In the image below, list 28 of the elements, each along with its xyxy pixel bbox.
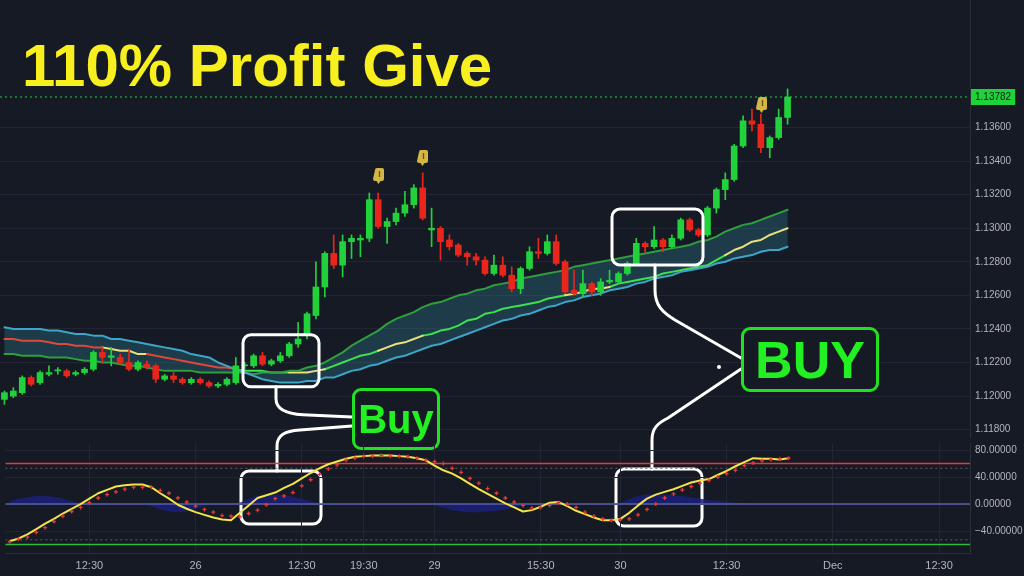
y-tick-label: 1.13000: [975, 221, 1012, 233]
y-tick-label: 1.13200: [975, 188, 1012, 200]
y-tick-label: 1.13400: [975, 154, 1012, 166]
y-tick-label: 1.12800: [975, 255, 1012, 267]
x-tick-label: 19:30: [349, 558, 378, 571]
x-tick-label: 12:30: [712, 558, 741, 571]
x-tick-label: 26: [189, 558, 202, 571]
x-tick-label: 12:30: [288, 558, 316, 571]
y-tick-label: 1.13600: [975, 121, 1012, 133]
y-tick-label: 80.00000: [975, 443, 1018, 455]
x-tick-label: 12:30: [925, 558, 953, 571]
ref-line-label: 1.13782: [975, 91, 1012, 103]
y-tick-label: 1.11800: [975, 423, 1011, 435]
x-tick-label: Dec: [823, 558, 844, 571]
y-tick-label: 1.12600: [975, 289, 1012, 301]
x-tick-label: 29: [428, 558, 441, 571]
y-tick-label: −40.00000: [975, 524, 1023, 536]
y-tick-label: 40.00000: [975, 470, 1018, 482]
x-tick-label: 12:30: [75, 558, 104, 571]
y-tick-label: 1.12400: [975, 322, 1012, 334]
x-tick-label: 15:30: [526, 558, 555, 571]
y-tick-label: 1.12000: [975, 389, 1012, 401]
x-tick-label: 30: [614, 558, 627, 571]
annotation: BUY: [755, 330, 865, 389]
y-tick-label: 1.12200: [975, 356, 1012, 368]
text: 110% Profit Give: [22, 32, 493, 99]
y-tick-label: 0.00000: [975, 497, 1012, 509]
annotation: Buy: [358, 397, 434, 441]
